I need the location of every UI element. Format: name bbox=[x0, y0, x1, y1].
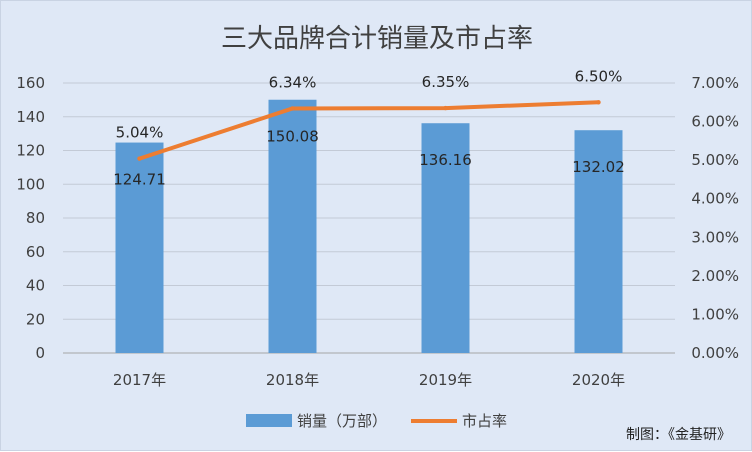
y-left-tick-label: 140 bbox=[16, 108, 45, 126]
x-tick-label: 2019年 bbox=[419, 371, 472, 389]
y-right-tick-label: 4.00% bbox=[691, 190, 739, 208]
y-left-tick-label: 120 bbox=[16, 142, 45, 160]
bar bbox=[421, 123, 470, 353]
y-left-tick-label: 160 bbox=[16, 74, 45, 92]
bar-data-label: 132.02 bbox=[572, 158, 625, 176]
line-data-label: 5.04% bbox=[116, 124, 164, 142]
y-right-tick-label: 2.00% bbox=[691, 267, 739, 285]
y-left-tick-label: 20 bbox=[26, 310, 45, 328]
x-tick-label: 2020年 bbox=[572, 371, 625, 389]
y-right-tick-label: 7.00% bbox=[691, 74, 739, 92]
legend-label-bar: 销量（万部） bbox=[297, 412, 387, 430]
y-right-tick-label: 5.00% bbox=[691, 151, 739, 169]
y-right-tick-label: 0.00% bbox=[691, 344, 739, 362]
y-left-tick-label: 0 bbox=[35, 344, 45, 362]
bar-data-label: 150.08 bbox=[266, 128, 319, 146]
x-tick-label: 2017年 bbox=[113, 371, 166, 389]
legend-swatch-bar bbox=[246, 414, 292, 427]
y-left-tick-label: 80 bbox=[26, 209, 45, 227]
y-left-tick-label: 60 bbox=[26, 243, 45, 261]
line-data-label: 6.35% bbox=[422, 73, 470, 91]
bar-data-label: 124.71 bbox=[113, 171, 166, 189]
bar bbox=[574, 130, 623, 353]
chart-credit: 制图：《金基研》 bbox=[626, 427, 731, 443]
bar-data-label: 136.16 bbox=[419, 151, 472, 169]
bar bbox=[115, 142, 164, 353]
line-point bbox=[137, 156, 142, 161]
x-tick-label: 2018年 bbox=[266, 371, 319, 389]
y-right-tick-label: 1.00% bbox=[691, 305, 739, 323]
y-left-tick-label: 40 bbox=[26, 277, 45, 295]
y-left-tick-label: 100 bbox=[16, 175, 45, 193]
line-data-label: 6.50% bbox=[575, 67, 623, 85]
legend-label-line: 市占率 bbox=[462, 412, 507, 430]
y-right-tick-label: 6.00% bbox=[691, 113, 739, 131]
line-point bbox=[290, 106, 295, 111]
chart-title: 三大品牌合计销量及市占率 bbox=[221, 24, 533, 54]
line-point bbox=[596, 100, 601, 105]
y-right-tick-label: 3.00% bbox=[691, 228, 739, 246]
line-point bbox=[443, 105, 448, 111]
line-data-label: 6.34% bbox=[269, 73, 317, 91]
line-series bbox=[137, 100, 601, 161]
bar bbox=[268, 99, 317, 354]
